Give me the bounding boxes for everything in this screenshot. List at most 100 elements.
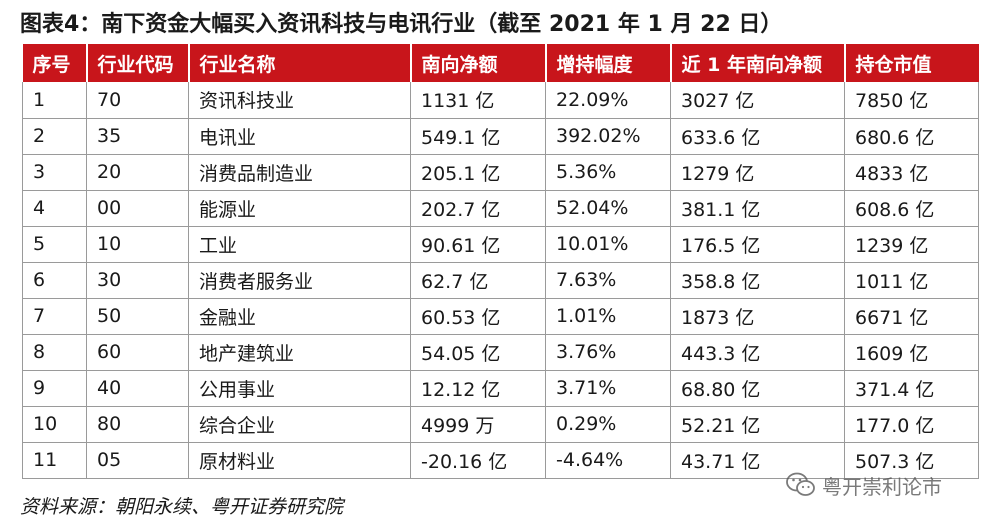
cell-holding-value: 1011 亿	[844, 262, 979, 299]
watermark-text: 粤开崇利论市	[822, 474, 942, 499]
cell-increase-ratio: 3.76%	[545, 334, 671, 371]
cell-southbound-net: 12.12 亿	[410, 370, 546, 407]
table-row: 2 35 电讯业 549.1 亿 392.02% 633.6 亿 680.6 亿	[22, 118, 979, 155]
table-row: 11 05 原材料业 -20.16 亿 -4.64% 43.71 亿 507.3 亿	[22, 442, 979, 479]
figure-title: 图表4：南下资金大幅买入资讯科技与电讯行业（截至 2021 年 1 月 22 日…	[20, 12, 783, 37]
cell-increase-ratio: 5.36%	[545, 154, 671, 191]
cell-southbound-net: 60.53 亿	[410, 298, 546, 335]
cell-industry-code: 00	[86, 190, 189, 227]
table-row: 1 70 资讯科技业 1131 亿 22.09% 3027 亿 7850 亿	[22, 82, 979, 119]
cell-index: 5	[22, 226, 87, 263]
cell-industry-name: 电讯业	[188, 118, 411, 155]
cell-industry-name: 公用事业	[188, 370, 411, 407]
cell-industry-code: 70	[86, 82, 189, 119]
table-row: 5 10 工业 90.61 亿 10.01% 176.5 亿 1239 亿	[22, 226, 979, 263]
table-row: 6 30 消费者服务业 62.7 亿 7.63% 358.8 亿 1011 亿	[22, 262, 979, 299]
cell-increase-ratio: 10.01%	[545, 226, 671, 263]
cell-index: 11	[22, 442, 87, 479]
cell-increase-ratio: 52.04%	[545, 190, 671, 227]
cell-holding-value: 177.0 亿	[844, 406, 979, 443]
cell-industry-code: 10	[86, 226, 189, 263]
table-row: 4 00 能源业 202.7 亿 52.04% 381.1 亿 608.6 亿	[22, 190, 979, 227]
cell-increase-ratio: 0.29%	[545, 406, 671, 443]
cell-holding-value: 680.6 亿	[844, 118, 979, 155]
table-row: 8 60 地产建筑业 54.05 亿 3.76% 443.3 亿 1609 亿	[22, 334, 979, 371]
cell-index: 7	[22, 298, 87, 335]
cell-increase-ratio: -4.64%	[545, 442, 671, 479]
cell-increase-ratio: 22.09%	[545, 82, 671, 119]
cell-industry-name: 地产建筑业	[188, 334, 411, 371]
header-industry-code: 行业代码	[86, 44, 190, 82]
cell-one-year-net: 52.21 亿	[670, 406, 845, 443]
cell-industry-name: 消费品制造业	[188, 154, 411, 191]
table-row: 3 20 消费品制造业 205.1 亿 5.36% 1279 亿 4833 亿	[22, 154, 979, 191]
cell-one-year-net: 3027 亿	[670, 82, 845, 119]
cell-holding-value: 1609 亿	[844, 334, 979, 371]
cell-increase-ratio: 3.71%	[545, 370, 671, 407]
cell-southbound-net: 549.1 亿	[410, 118, 546, 155]
cell-index: 2	[22, 118, 87, 155]
cell-holding-value: 7850 亿	[844, 82, 979, 119]
cell-one-year-net: 633.6 亿	[670, 118, 845, 155]
cell-one-year-net: 68.80 亿	[670, 370, 845, 407]
header-index: 序号	[22, 44, 88, 82]
wechat-icon	[786, 472, 815, 496]
cell-southbound-net: 4999 万	[410, 406, 546, 443]
cell-industry-name: 能源业	[188, 190, 411, 227]
cell-industry-name: 综合企业	[188, 406, 411, 443]
cell-industry-code: 05	[86, 442, 189, 479]
cell-index: 6	[22, 262, 87, 299]
cell-increase-ratio: 392.02%	[545, 118, 671, 155]
watermark: 粤开崇利论市	[786, 469, 942, 501]
cell-industry-name: 金融业	[188, 298, 411, 335]
cell-industry-code: 30	[86, 262, 189, 299]
cell-one-year-net: 1873 亿	[670, 298, 845, 335]
table-row: 7 50 金融业 60.53 亿 1.01% 1873 亿 6671 亿	[22, 298, 979, 335]
header-industry-name: 行业名称	[188, 44, 412, 82]
cell-index: 4	[22, 190, 87, 227]
cell-southbound-net: 1131 亿	[410, 82, 546, 119]
source-note: 资料来源：朝阳永续、粤开证券研究院	[20, 496, 344, 518]
cell-industry-code: 80	[86, 406, 189, 443]
cell-holding-value: 507.3 亿	[844, 442, 979, 479]
cell-industry-code: 60	[86, 334, 189, 371]
table-header-row: 序号 行业代码 行业名称 南向净额 增持幅度 近 1 年南向净额 持仓市值	[22, 44, 979, 82]
cell-one-year-net: 381.1 亿	[670, 190, 845, 227]
cell-southbound-net: 205.1 亿	[410, 154, 546, 191]
cell-holding-value: 608.6 亿	[844, 190, 979, 227]
cell-industry-code: 50	[86, 298, 189, 335]
cell-holding-value: 371.4 亿	[844, 370, 979, 407]
cell-southbound-net: 90.61 亿	[410, 226, 546, 263]
cell-increase-ratio: 7.63%	[545, 262, 671, 299]
cell-one-year-net: 358.8 亿	[670, 262, 845, 299]
cell-southbound-net: 62.7 亿	[410, 262, 546, 299]
header-one-year-net: 近 1 年南向净额	[670, 44, 846, 82]
cell-one-year-net: 443.3 亿	[670, 334, 845, 371]
cell-southbound-net: 202.7 亿	[410, 190, 546, 227]
cell-index: 3	[22, 154, 87, 191]
cell-index: 10	[22, 406, 87, 443]
cell-southbound-net: -20.16 亿	[410, 442, 546, 479]
cell-holding-value: 4833 亿	[844, 154, 979, 191]
cell-holding-value: 1239 亿	[844, 226, 979, 263]
cell-industry-name: 消费者服务业	[188, 262, 411, 299]
cell-industry-code: 20	[86, 154, 189, 191]
cell-increase-ratio: 1.01%	[545, 298, 671, 335]
header-holding-value: 持仓市值	[844, 44, 979, 82]
cell-industry-name: 资讯科技业	[188, 82, 411, 119]
table-body: 1 70 资讯科技业 1131 亿 22.09% 3027 亿 7850 亿 2 35 电讯业 54…	[22, 82, 979, 479]
cell-one-year-net: 1279 亿	[670, 154, 845, 191]
table-row: 10 80 综合企业 4999 万 0.29% 52.21 亿 177.0 亿	[22, 406, 979, 443]
table-row: 9 40 公用事业 12.12 亿 3.71% 68.80 亿 371.4 亿	[22, 370, 979, 407]
cell-index: 8	[22, 334, 87, 371]
header-southbound-net: 南向净额	[410, 44, 547, 82]
cell-index: 9	[22, 370, 87, 407]
cell-index: 1	[22, 82, 87, 119]
cell-one-year-net: 176.5 亿	[670, 226, 845, 263]
cell-southbound-net: 54.05 亿	[410, 334, 546, 371]
cell-holding-value: 6671 亿	[844, 298, 979, 335]
cell-one-year-net: 43.71 亿	[670, 442, 845, 479]
header-increase-ratio: 增持幅度	[545, 44, 672, 82]
cell-industry-code: 35	[86, 118, 189, 155]
